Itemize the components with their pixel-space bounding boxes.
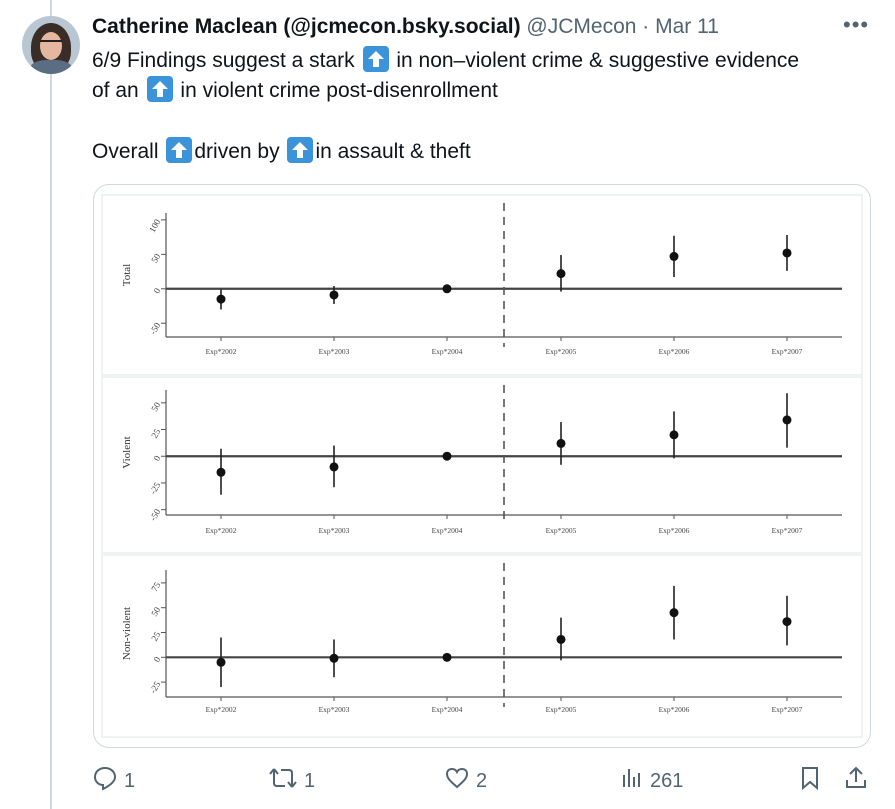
repost-icon [268, 765, 298, 797]
like-button[interactable]: 2 [444, 764, 487, 798]
estimate-point [329, 653, 339, 663]
estimate-point [216, 657, 226, 667]
up-arrow-emoji-icon [146, 76, 173, 102]
post-text: 6/9 Findings suggest a stark [92, 49, 355, 72]
reply-button[interactable]: 1 [92, 764, 135, 798]
up-arrow-emoji-icon [287, 137, 314, 163]
post-text: driven by [194, 140, 280, 163]
estimate-point [442, 284, 452, 294]
estimate-point [556, 269, 566, 279]
author-handle[interactable]: @JCMecon [526, 15, 637, 38]
y-axis-label: Total [121, 264, 133, 286]
action-bar: 1 1 2 261 [92, 764, 872, 798]
bookmark-icon [798, 765, 822, 797]
x-tick-label: Exp*2004 [432, 705, 463, 714]
x-tick-label: Exp*2003 [319, 705, 350, 714]
share-icon [844, 765, 868, 797]
thread-line [50, 0, 52, 809]
views-count: 261 [650, 769, 684, 792]
like-count: 2 [476, 769, 488, 792]
x-tick-label: Exp*2006 [659, 705, 690, 714]
y-tick-label: 0 [151, 654, 162, 663]
x-tick-label: Exp*2005 [546, 705, 577, 714]
estimate-point [782, 617, 792, 627]
post-text: in violent crime post-disenrollment [180, 79, 498, 102]
x-tick-label: Exp*2002 [206, 705, 237, 714]
panel-frame [101, 194, 863, 376]
bookmark-button[interactable] [798, 764, 828, 798]
post-text: of an [92, 79, 139, 102]
repost-button[interactable]: 1 [268, 764, 315, 798]
x-tick-label: Exp*2004 [432, 347, 463, 356]
estimate-point [442, 652, 452, 662]
post-text: in non–violent crime & suggestive eviden… [396, 49, 800, 72]
panel-frame [101, 376, 863, 554]
estimate-point [669, 608, 679, 618]
post-text-line-1: 6/9 Findings suggest a stark in non–viol… [92, 46, 872, 76]
estimate-point [216, 294, 226, 304]
up-arrow-emoji-icon [362, 46, 389, 72]
x-tick-label: Exp*2007 [772, 705, 803, 714]
estimate-point [669, 251, 679, 261]
y-axis-label: Non-violent [121, 607, 133, 660]
x-tick-label: Exp*2007 [772, 526, 803, 535]
x-tick-label: Exp*2007 [772, 347, 803, 356]
estimate-point [782, 415, 792, 425]
views-button[interactable]: 261 [620, 764, 683, 798]
estimate-point [442, 451, 452, 461]
estimate-point [329, 462, 339, 472]
reply-count: 1 [124, 769, 136, 792]
post-image[interactable]: -50 0 50 100 Total Exp*2002 Exp*2003 Exp*2004 Ex… [93, 184, 871, 748]
x-tick-label: Exp*2003 [319, 526, 350, 535]
x-tick-label: Exp*2006 [659, 347, 690, 356]
more-options-icon[interactable]: ••• [843, 12, 870, 37]
estimate-point [669, 430, 679, 440]
estimate-point [216, 467, 226, 477]
reply-icon [92, 765, 118, 797]
post-text: in assault & theft [315, 140, 471, 163]
post-text-line-2: of an in violent crime post-disenrollmen… [92, 76, 872, 106]
y-tick-label: 0 [151, 453, 162, 462]
post-text: Overall [92, 140, 159, 163]
views-chart-icon [620, 765, 644, 797]
share-button[interactable] [844, 764, 874, 798]
post-date[interactable]: Mar 11 [655, 15, 719, 38]
post-text-line-3: Overall driven by in assault & theft [92, 137, 872, 167]
x-tick-label: Exp*2004 [432, 526, 463, 535]
up-arrow-emoji-icon [166, 137, 193, 163]
repost-count: 1 [304, 769, 316, 792]
x-tick-label: Exp*2002 [206, 347, 237, 356]
avatar[interactable] [22, 16, 80, 74]
x-tick-label: Exp*2005 [546, 347, 577, 356]
heart-icon [444, 765, 470, 797]
x-tick-label: Exp*2003 [319, 347, 350, 356]
y-tick-label: 0 [151, 286, 162, 295]
x-tick-label: Exp*2002 [206, 526, 237, 535]
estimate-point [782, 248, 792, 258]
x-tick-label: Exp*2005 [546, 526, 577, 535]
x-tick-label: Exp*2006 [659, 526, 690, 535]
estimate-point [329, 290, 339, 300]
estimate-point [556, 438, 566, 448]
panel-frame [101, 554, 863, 738]
estimate-point [556, 634, 566, 644]
y-axis-label: Violent [121, 436, 133, 468]
separator: · [642, 15, 650, 38]
post-header: Catherine Maclean (@jcmecon.bsky.social)… [92, 15, 872, 41]
author-name[interactable]: Catherine Maclean (@jcmecon.bsky.social) [92, 15, 521, 38]
